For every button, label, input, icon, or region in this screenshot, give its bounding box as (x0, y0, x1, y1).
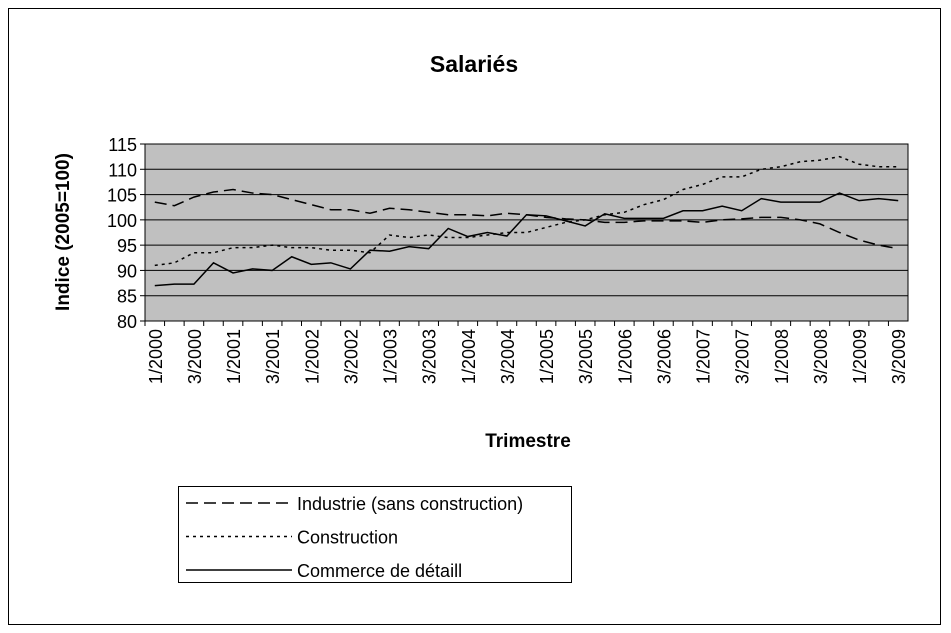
x-tick-label: 3/2009 (889, 329, 909, 384)
legend-label: Commerce de détaill (297, 561, 462, 581)
plot-area (144, 143, 909, 322)
series-line (154, 155, 899, 267)
y-tick-label: 80 (117, 312, 137, 332)
x-tick-label: 1/2001 (224, 329, 244, 384)
x-tick-label: 1/2000 (146, 329, 166, 384)
y-tick-label: 95 (117, 236, 137, 256)
x-tick-label: 1/2007 (694, 329, 714, 384)
x-tick-label: 1/2005 (537, 329, 557, 384)
x-tick-label: 3/2008 (811, 329, 831, 384)
legend-label: Industrie (sans construction) (297, 494, 523, 514)
x-tick-label: 3/2004 (498, 329, 518, 384)
y-tick-label: 105 (107, 186, 137, 206)
y-tick-label: 90 (117, 261, 137, 281)
legend-label: Construction (297, 528, 398, 548)
x-tick-label: 1/2002 (302, 329, 322, 384)
x-tick-label: 1/2003 (381, 329, 401, 384)
x-tick-label: 3/2007 (733, 329, 753, 384)
y-tick-label: 110 (108, 160, 137, 180)
x-axis-title: Trimestre (485, 431, 571, 452)
x-tick-label: 3/2000 (185, 329, 205, 384)
chart-title: Salariés (430, 51, 518, 77)
y-tick-label: 115 (108, 135, 137, 155)
x-tick-label: 3/2005 (576, 329, 596, 384)
y-axis-title: Indice (2005=100) (53, 153, 74, 311)
x-tick-label: 3/2006 (654, 329, 674, 384)
x-tick-label: 3/2002 (341, 329, 361, 384)
series-line (154, 192, 899, 287)
x-tick-label: 3/2001 (263, 329, 283, 384)
x-tick-label: 1/2006 (615, 329, 635, 384)
x-tick-label: 1/2008 (772, 329, 792, 384)
y-tick-label: 100 (107, 211, 137, 231)
y-tick-label: 85 (117, 287, 137, 307)
x-tick-label: 1/2009 (850, 329, 870, 384)
x-tick-label: 3/2003 (420, 329, 440, 384)
x-tick-label: 1/2004 (459, 329, 479, 384)
